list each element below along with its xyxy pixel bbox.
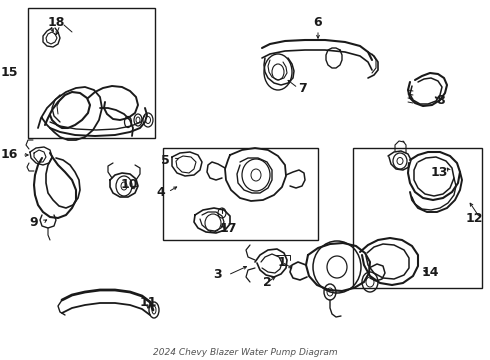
Bar xyxy=(353,148,482,288)
Text: 1: 1 xyxy=(278,256,286,269)
Text: 17: 17 xyxy=(219,221,237,234)
Text: 13: 13 xyxy=(431,166,448,179)
Text: 14: 14 xyxy=(421,266,439,279)
Text: 2: 2 xyxy=(263,275,272,288)
Text: 3: 3 xyxy=(213,269,222,282)
Text: 5: 5 xyxy=(161,153,170,166)
Text: 8: 8 xyxy=(437,94,445,107)
Text: 6: 6 xyxy=(314,15,322,28)
Text: 9: 9 xyxy=(29,216,38,229)
Text: 2024 Chevy Blazer Water Pump Diagram: 2024 Chevy Blazer Water Pump Diagram xyxy=(153,348,337,357)
Text: 18: 18 xyxy=(48,15,65,28)
Text: 16: 16 xyxy=(0,148,18,162)
Text: 11: 11 xyxy=(139,296,157,309)
Text: 10: 10 xyxy=(121,179,138,192)
Text: 4: 4 xyxy=(156,185,165,198)
Text: 12: 12 xyxy=(466,211,483,225)
Bar xyxy=(28,8,155,138)
Text: 15: 15 xyxy=(0,66,18,78)
Text: 7: 7 xyxy=(298,81,307,94)
Bar xyxy=(163,148,318,240)
